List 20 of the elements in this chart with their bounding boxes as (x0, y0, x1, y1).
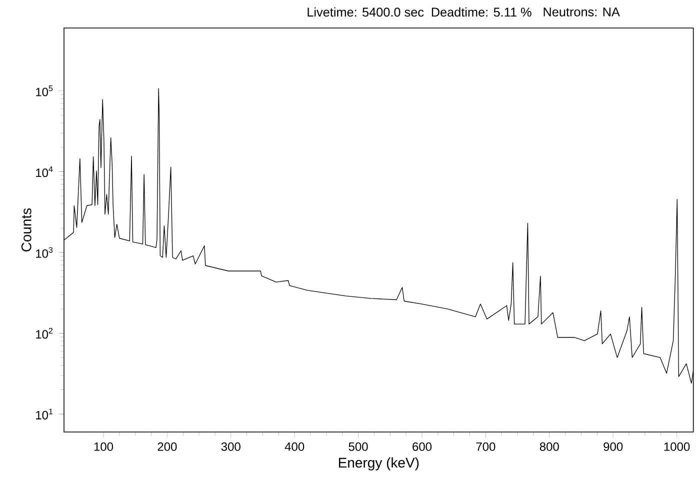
text: Livetime: 5400.0 sec (308, 7, 424, 17)
x-tick-label: 600 (412, 442, 432, 451)
y-axis-title: Counts (21, 208, 32, 252)
x-tick-label: 400 (284, 442, 304, 451)
y-tick-label: 10$^{5}$ (36, 86, 53, 96)
y-tick-label: 10$^{1}$ (36, 408, 53, 420)
x-tick-label: 800 (540, 442, 559, 451)
x-tick-label: 300 (221, 442, 240, 451)
y-tick-label: 10$^{2}$ (36, 328, 53, 339)
y-tick-label: 10$^{3}$ (36, 247, 53, 258)
text: Neutrons: NA (544, 8, 620, 16)
x-axis-title: Energy (keV) (338, 457, 419, 470)
x-tick-label: 100 (94, 442, 114, 451)
x-tick-label: 1000 (664, 442, 690, 451)
x-tick-label: 500 (348, 442, 368, 451)
x-tick-label: 200 (158, 442, 177, 451)
x-tick-label: 900 (604, 442, 623, 451)
x-tick-label: 700 (476, 442, 496, 451)
y-tick-label: 10$^{4}$ (36, 166, 53, 178)
text: Deadtime: 5.11 % (432, 7, 532, 17)
